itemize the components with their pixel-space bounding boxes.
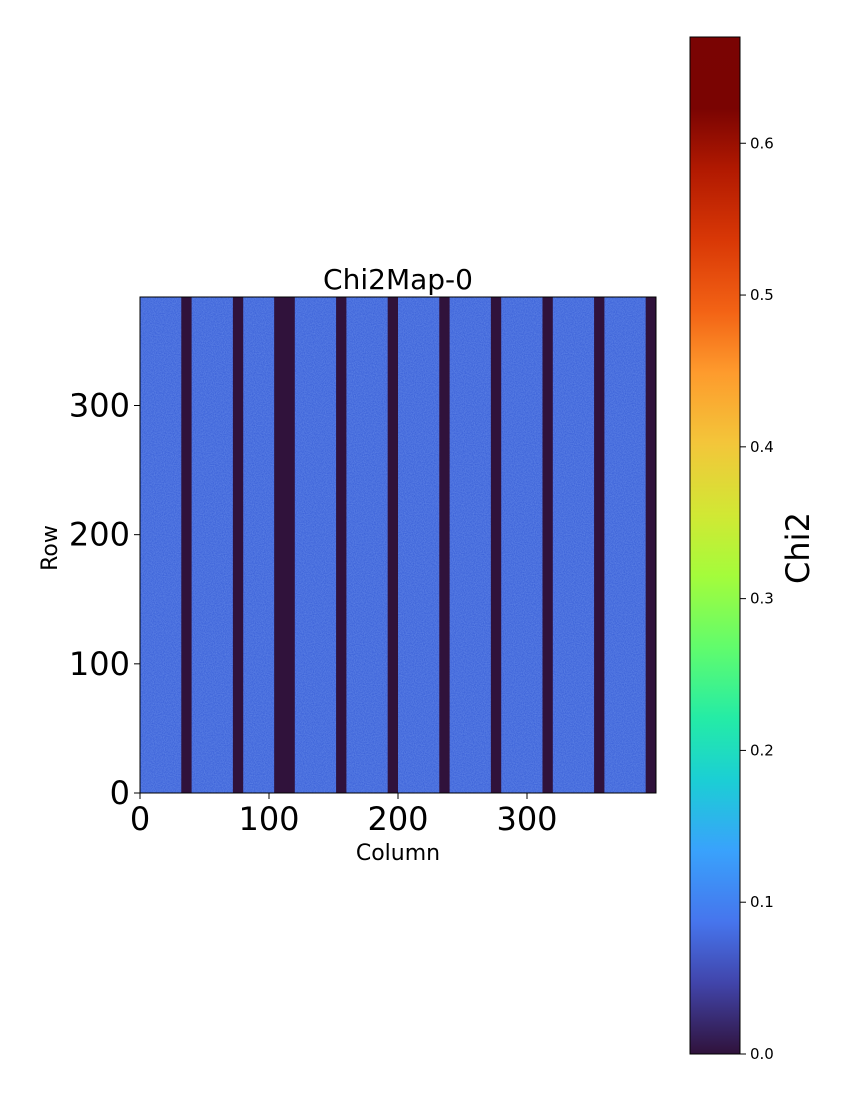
y-axis-label: Row [38, 525, 63, 571]
y-axis-ticks: 0 100 200 300 [69, 387, 140, 812]
y-tick-label-3: 300 [69, 387, 130, 425]
gap-column-band-9 [645, 297, 656, 793]
gap-column-band-4 [387, 297, 398, 793]
colorbar-tick-label-3: 0.3 [750, 590, 774, 608]
chart-title: Chi2Map-0 [323, 263, 473, 296]
x-tick-label-0: 0 [130, 800, 150, 838]
colorbar [689, 36, 741, 1055]
colorbar-tick-label-6: 0.6 [750, 134, 774, 152]
gap-column-band-5 [439, 297, 450, 793]
colorbar-tick-label-2: 0.2 [750, 741, 774, 759]
heatmap-image [140, 297, 656, 793]
colorbar-tick-label-1: 0.1 [750, 893, 774, 911]
colorbar-tick-label-0: 0.0 [750, 1045, 774, 1063]
gap-column-band-1 [232, 297, 244, 793]
x-tick-label-1: 100 [238, 800, 299, 838]
x-tick-label-3: 300 [496, 800, 557, 838]
gap-columns [181, 297, 656, 793]
x-axis-ticks: 0 100 200 300 [130, 793, 558, 838]
gap-column-band-6 [490, 297, 502, 793]
colorbar-label: Chi2 [779, 512, 817, 584]
gap-column-band-8 [594, 297, 605, 793]
gap-column-band-7 [542, 297, 553, 793]
x-axis-label: Column [356, 841, 440, 866]
x-tick-label-2: 200 [367, 800, 428, 838]
colorbar-ticks: 0.0 0.1 0.2 0.3 0.4 0.5 0.6 [740, 134, 774, 1063]
gap-column-band-2 [274, 297, 295, 793]
y-tick-label-0: 0 [110, 774, 130, 812]
colorbar-tick-label-5: 0.5 [750, 286, 774, 304]
gap-column-band-0 [181, 297, 192, 793]
y-tick-label-1: 100 [69, 645, 130, 683]
y-tick-label-2: 200 [69, 516, 130, 554]
gap-column-band-3 [336, 297, 347, 793]
colorbar-tick-label-4: 0.4 [750, 438, 774, 456]
